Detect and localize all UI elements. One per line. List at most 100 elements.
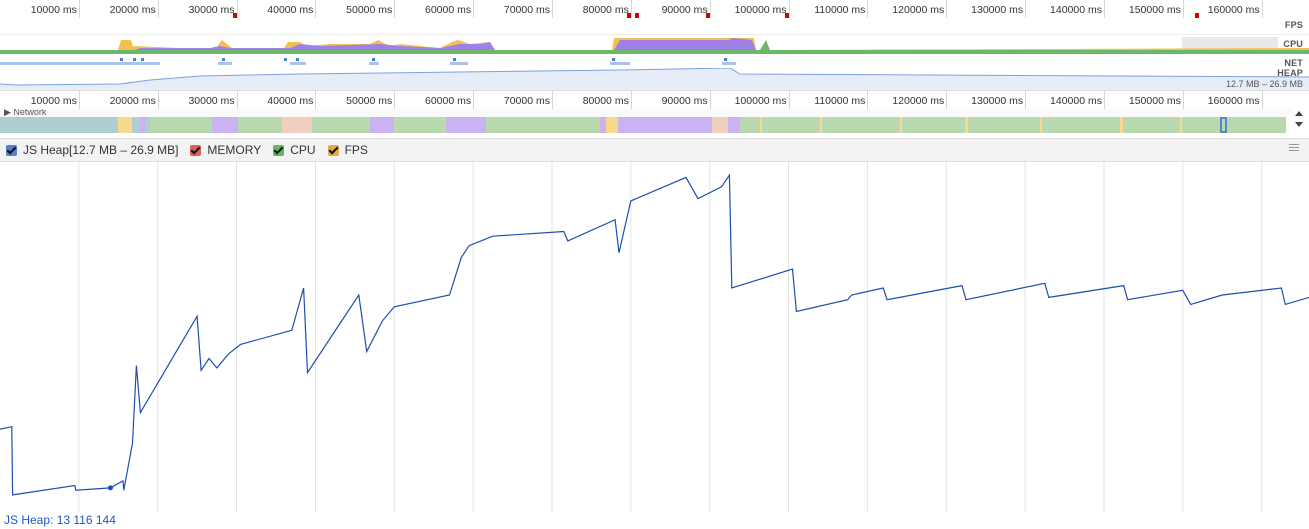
- fps-label: FPS: [344, 143, 368, 157]
- ruler-tick-label: 100000 ms: [734, 4, 787, 16]
- ruler-tick: 40000 ms: [267, 91, 317, 109]
- ruler-tick-label: 150000 ms: [1128, 4, 1181, 16]
- cpu-overview-track: CPU: [0, 34, 1309, 56]
- ruler-tick-label: 80000 ms: [582, 4, 629, 16]
- ruler-tick-label: 150000 ms: [1128, 95, 1181, 107]
- ruler-tick: 70000 ms: [504, 0, 553, 18]
- js-heap-label: JS Heap[12.7 MB – 26.9 MB]: [23, 143, 179, 157]
- ruler-tick-label: 100000 ms: [734, 95, 787, 107]
- ruler-tick-label: 110000 ms: [814, 95, 866, 107]
- cpu-label: CPU: [290, 143, 316, 157]
- ruler-tick: 30000 ms: [188, 91, 238, 109]
- checkbox-checked-icon[interactable]: [6, 144, 17, 156]
- ruler-tick-label: 10000 ms: [30, 4, 77, 16]
- fps-drop-marker: [705, 13, 710, 18]
- ruler-tick: 100000 ms: [735, 91, 790, 109]
- memory-counter-chart[interactable]: [0, 160, 1309, 512]
- ruler-tick: 70000 ms: [504, 91, 553, 109]
- heap-range-label: 12.7 MB – 26.9 MB: [1225, 79, 1303, 89]
- strip-scroll-buttons: [1295, 111, 1303, 127]
- fps-drop-marker: [1194, 13, 1199, 18]
- ruler-tick: 60000 ms: [425, 91, 475, 109]
- fps-drop-marker: [232, 13, 237, 18]
- checkbox-checked-icon[interactable]: [327, 144, 339, 156]
- ruler-tick: 120000 ms: [892, 91, 948, 109]
- activity-segments: [0, 117, 1227, 133]
- ruler-tick: 130000 ms: [971, 0, 1027, 18]
- ruler-tick-label: 10000 ms: [30, 95, 77, 107]
- ruler-tick: 20000 ms: [110, 91, 159, 109]
- ruler-tick-label: 80000 ms: [582, 95, 629, 107]
- memory-label: MEMORY: [207, 143, 262, 157]
- ruler-tick: 90000 ms: [662, 0, 711, 18]
- network-activity-graph: [0, 58, 736, 65]
- ruler-tick: 130000 ms: [971, 91, 1027, 109]
- ruler-tick: 140000 ms: [1050, 91, 1105, 109]
- fps-drop-marker: [784, 13, 789, 18]
- ruler-tick: 110000 ms: [814, 0, 869, 18]
- ruler-tick-label: 130000 ms: [971, 4, 1024, 16]
- overview-time-ruler: 10000 ms 20000 ms 30000 ms 40000 ms 50000 ms…: [0, 0, 1309, 18]
- ruler-tick: 90000 ms: [662, 91, 711, 109]
- fps-track-label: FPS: [1284, 20, 1303, 30]
- memory-toggle[interactable]: MEMORY: [190, 143, 261, 157]
- ruler-tick-label: 50000 ms: [346, 4, 393, 16]
- ruler-tick-label: 70000 ms: [503, 95, 550, 107]
- ruler-tick: 110000 ms: [814, 91, 869, 109]
- flame-chart-strip[interactable]: ▶ Network: [0, 109, 1309, 137]
- ruler-tick: 150000 ms: [1129, 91, 1184, 109]
- ruler-tick-label: 130000 ms: [971, 95, 1024, 107]
- heap-overview-graph: [0, 67, 1309, 90]
- ruler-tick-label: 140000 ms: [1050, 4, 1102, 16]
- heap-overview-track: HEAP 12.7 MB – 26.9 MB: [0, 67, 1309, 91]
- ruler-tick: 120000 ms: [892, 0, 948, 18]
- ruler-tick-label: 60000 ms: [425, 4, 472, 16]
- ruler-tick-label: 60000 ms: [425, 95, 472, 107]
- ruler-tick: 10000 ms: [31, 91, 80, 109]
- cpu-track-label: CPU: [1283, 39, 1303, 49]
- fps-drop-marker: [626, 13, 631, 18]
- fps-toggle[interactable]: FPS: [327, 143, 368, 157]
- ruler-tick-label: 30000 ms: [188, 4, 235, 16]
- js-heap-toggle[interactable]: JS Heap[12.7 MB – 26.9 MB]: [6, 143, 178, 157]
- ruler-tick: 140000 ms: [1050, 0, 1105, 18]
- ruler-tick-label: 160000 ms: [1207, 95, 1260, 107]
- arrow-down-icon[interactable]: [1295, 122, 1303, 127]
- ruler-tick: 160000 ms: [1208, 0, 1263, 18]
- checkbox-checked-icon[interactable]: [273, 144, 285, 156]
- arrow-up-icon[interactable]: [1295, 111, 1303, 116]
- ruler-tick: 10000 ms: [31, 0, 80, 18]
- ruler-tick: 60000 ms: [425, 0, 475, 18]
- heap-track-label: HEAP: [1277, 68, 1303, 78]
- ruler-tick: 30000 ms: [188, 0, 238, 18]
- ruler-tick: 50000 ms: [346, 0, 396, 18]
- fps-overview-track: FPS: [0, 13, 1309, 35]
- js-heap-status: JS Heap: 13 116 144: [4, 513, 116, 527]
- ruler-tick-label: 90000 ms: [661, 95, 708, 107]
- cpu-activity-graph: [0, 37, 1309, 54]
- checkbox-checked-icon[interactable]: [190, 144, 202, 156]
- hamburger-icon[interactable]: [1289, 142, 1299, 153]
- ruler-tick: 150000 ms: [1129, 0, 1184, 18]
- ruler-tick-label: 140000 ms: [1050, 95, 1102, 107]
- js-heap-series-line: [0, 173, 1309, 496]
- net-track-label: NET: [1284, 58, 1303, 68]
- ruler-tick-label: 110000 ms: [814, 4, 866, 16]
- ruler-tick-label: 120000 ms: [892, 4, 945, 16]
- ruler-tick-label: 50000 ms: [346, 95, 393, 107]
- network-row[interactable]: ▶ Network: [0, 109, 1292, 117]
- ruler-tick: 40000 ms: [267, 0, 317, 18]
- js-heap-graph: [0, 160, 1309, 512]
- ruler-tick-label: 40000 ms: [267, 4, 314, 16]
- fps-drop-marker: [634, 13, 639, 18]
- cpu-toggle[interactable]: CPU: [273, 143, 316, 157]
- net-overview-track: NET: [0, 56, 1309, 68]
- ruler-tick: 50000 ms: [346, 91, 396, 109]
- ruler-tick: 20000 ms: [110, 0, 159, 18]
- ruler-tick: 100000 ms: [735, 0, 790, 18]
- ruler-tick-label: 70000 ms: [503, 4, 550, 16]
- ruler-tick-label: 160000 ms: [1207, 4, 1260, 16]
- timeline-time-ruler: 10000 ms 20000 ms 30000 ms 40000 ms 50000 ms…: [0, 91, 1309, 109]
- ruler-tick: 160000 ms: [1208, 91, 1263, 109]
- activity-bar[interactable]: [0, 117, 1286, 133]
